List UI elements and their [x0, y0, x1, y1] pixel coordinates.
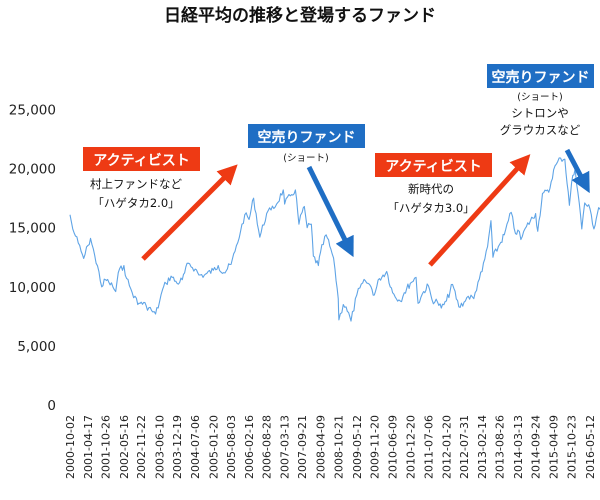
activist-1-note-2: 「ハゲタカ2.0」: [92, 196, 179, 210]
x-tick-label: 2002-05-16: [118, 415, 131, 479]
x-tick-label: 2012-01-20: [440, 415, 453, 479]
short-2-note-3: グラウカスなど: [500, 123, 581, 137]
y-tick-label: 10,000: [9, 280, 56, 296]
activist-2-label: アクティビスト: [385, 159, 481, 175]
y-tick-label: 15,000: [9, 221, 56, 237]
y-tick-label: 0: [47, 398, 56, 414]
short-2-note-2: シトロンや: [511, 106, 569, 120]
x-tick-label: 2001-10-26: [99, 415, 112, 479]
x-tick-label: 2013-08-26: [494, 415, 507, 479]
x-tick-label: 2015-04-09: [548, 415, 561, 479]
y-axis: 0 5,000 10,000 15,000 20,000 25,000: [9, 103, 56, 414]
activist-2-label-box: [375, 153, 492, 177]
annotation-short-1: 空売りファンド (ショート): [248, 124, 365, 258]
short-1-note-1: (ショート): [283, 153, 328, 164]
x-tick-label: 2014-03-13: [512, 415, 525, 479]
x-tick-label: 2003-06-10: [153, 415, 166, 479]
x-tick-label: 2013-02-14: [476, 415, 489, 479]
activist-2-arrow: [428, 154, 531, 267]
x-tick-label: 2005-08-03: [225, 415, 238, 479]
y-tick-label: 25,000: [9, 103, 56, 119]
y-tick-label: 5,000: [17, 339, 56, 355]
x-tick-label: 2005-01-20: [207, 415, 220, 479]
series-line: [69, 157, 600, 322]
short-2-arrow: [564, 148, 590, 194]
x-tick-label: 2012-07-31: [458, 415, 471, 479]
x-tick-label: 2010-12-20: [404, 415, 417, 479]
short-1-label: 空売りファンド: [258, 129, 356, 146]
short-2-label-box: [487, 64, 594, 88]
x-tick-label: 2006-08-28: [261, 415, 274, 479]
x-tick-label: 2004-07-06: [189, 415, 202, 479]
y-tick-label: 20,000: [9, 162, 56, 178]
x-tick-label: 2007-09-21: [296, 415, 309, 479]
x-tick-label: 2002-11-22: [135, 415, 148, 479]
activist-2-note-1: 新時代の: [408, 182, 454, 196]
activist-1-label: アクティビスト: [93, 153, 189, 169]
x-tick-label: 2008-10-21: [332, 415, 345, 479]
x-tick-label: 2016-05-12: [584, 415, 597, 479]
activist-1-arrow: [141, 164, 238, 261]
activist-2-note-2: 「ハゲタカ3.0」: [387, 201, 474, 215]
activist-1-note-1: 村上ファンドなど: [90, 177, 182, 191]
x-axis: 2000-10-02 2001-04-17 2001-10-26 2002-05-16…: [64, 415, 597, 479]
chart-title: 日経平均の推移と登場するファンド: [164, 5, 436, 26]
short-2-note-1: (ショート): [517, 92, 562, 103]
x-tick-label: 2000-10-02: [64, 415, 77, 479]
x-tick-label: 2009-05-12: [351, 415, 364, 479]
x-tick-label: 2010-06-09: [387, 415, 400, 479]
short-2-label: 空売りファンド: [492, 69, 590, 86]
short-1-label-box: [248, 124, 365, 148]
annotation-activist-1: アクティビスト 村上ファンドなど 「ハゲタカ2.0」: [83, 147, 238, 261]
x-tick-label: 2011-07-06: [422, 415, 435, 479]
annotation-activist-2: アクティビスト 新時代の 「ハゲタカ3.0」: [375, 153, 531, 267]
x-tick-label: 2006-02-16: [243, 415, 256, 479]
x-tick-label: 2015-10-23: [566, 415, 579, 479]
x-tick-label: 2001-04-17: [82, 415, 95, 479]
x-tick-label: 2003-12-19: [171, 415, 184, 479]
x-tick-label: 2014-09-24: [530, 415, 543, 479]
x-tick-label: 2008-04-09: [314, 415, 327, 479]
x-tick-label: 2007-03-13: [279, 415, 292, 479]
x-tick-label: 2009-11-20: [368, 415, 381, 479]
short-1-arrow: [306, 165, 354, 258]
annotation-short-2: 空売りファンド (ショート) シトロンや グラウカスなど: [487, 64, 594, 194]
activist-1-label-box: [83, 147, 200, 171]
